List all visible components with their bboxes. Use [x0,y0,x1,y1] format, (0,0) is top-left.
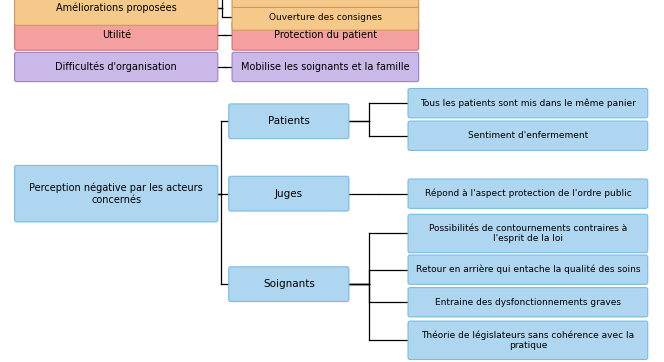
FancyBboxPatch shape [228,104,349,139]
FancyBboxPatch shape [232,21,419,50]
FancyBboxPatch shape [15,0,218,25]
FancyBboxPatch shape [408,287,648,317]
Text: Théorie de législateurs sans cohérence avec la
pratique: Théorie de législateurs sans cohérence a… [422,331,634,350]
FancyBboxPatch shape [408,179,648,209]
FancyBboxPatch shape [408,255,648,285]
Text: Difficultés d'organisation: Difficultés d'organisation [55,62,177,72]
Text: Répond à l'aspect protection de l'ordre public: Répond à l'aspect protection de l'ordre … [424,189,631,198]
FancyBboxPatch shape [15,165,218,222]
Text: Soignants: Soignants [263,279,315,289]
FancyBboxPatch shape [232,4,419,30]
FancyBboxPatch shape [15,52,218,82]
FancyBboxPatch shape [408,321,648,359]
FancyBboxPatch shape [228,267,349,302]
Text: Possibilités de contournements contraires à
l'esprit de la loi: Possibilités de contournements contraire… [429,224,627,243]
Text: Améliorations proposées: Améliorations proposées [56,3,177,13]
Text: Sentiment d'enfermement: Sentiment d'enfermement [467,131,588,140]
FancyBboxPatch shape [408,214,648,253]
Text: Perception négative par les acteurs
concernés: Perception négative par les acteurs conc… [29,182,203,205]
Text: Protection du patient: Protection du patient [274,30,377,41]
Text: Mobilise les soignants et la famille: Mobilise les soignants et la famille [241,62,410,72]
Text: Retour en arrière qui entache la qualité des soins: Retour en arrière qui entache la qualité… [416,265,640,274]
FancyBboxPatch shape [408,88,648,118]
FancyBboxPatch shape [15,21,218,50]
Text: Entraine des dysfonctionnements graves: Entraine des dysfonctionnements graves [435,298,621,307]
FancyBboxPatch shape [232,52,419,82]
Text: Tous les patients sont mis dans le même panier: Tous les patients sont mis dans le même … [420,98,636,108]
Text: Patients: Patients [268,116,310,126]
Text: Juges: Juges [275,189,303,199]
FancyBboxPatch shape [408,121,648,151]
FancyBboxPatch shape [232,0,419,8]
FancyBboxPatch shape [228,176,349,211]
Text: Ouverture des consignes: Ouverture des consignes [269,13,382,22]
Text: Utilité: Utilité [102,30,131,41]
